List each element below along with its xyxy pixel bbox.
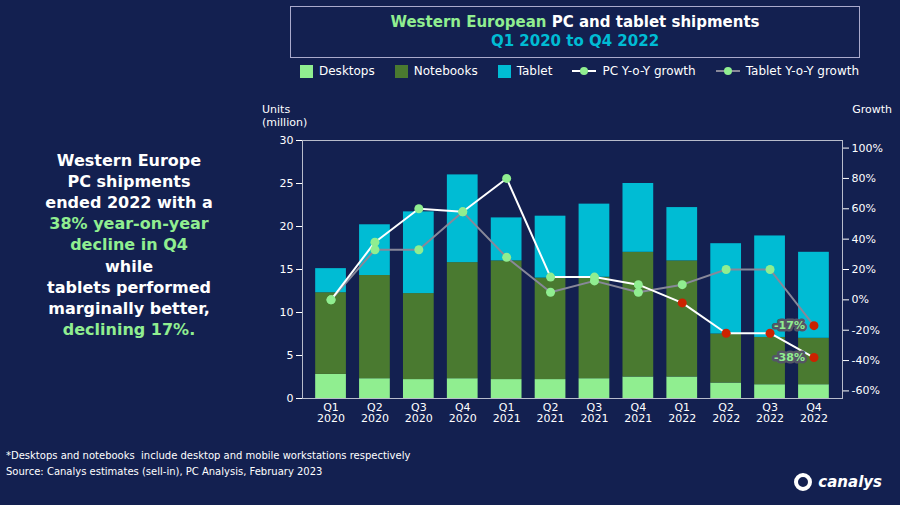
html-text:*Desktops and notebooks includ: *Desktops and notebooks include desktop … [6,450,411,461]
html-text:PC Y-o-Y growth: PC Y-o-Y growth [602,64,696,78]
svg-text:Q32021: Q32021 [580,401,608,425]
svg-text:10: 10 [280,306,294,319]
svg-text:100%: 100% [852,142,883,155]
svg-text:-60%: -60% [852,384,880,397]
svg-text:Q42022: Q42022 [800,401,828,425]
svg-text:60%: 60% [852,202,876,215]
svg-text:Q22021: Q22021 [537,401,565,425]
svg-text:5: 5 [287,349,294,362]
svg-text:-40%: -40% [852,354,880,367]
svg-text:Q12021: Q12021 [493,401,521,425]
html-text:Units (million): Units (million) [262,103,308,129]
svg-text:0%: 0% [852,293,869,306]
svg-text:Q12022: Q12022 [668,401,696,425]
svg-text:Q42021: Q42021 [624,401,652,425]
html-text:Tablet Y-o-Y growth: Tablet Y-o-Y growth [745,64,860,78]
html-text:while tablets performed margin: while tablets performed marginally bette… [47,256,211,318]
svg-text:Q32022: Q32022 [756,401,784,425]
html-text:Growth: Growth [852,103,892,116]
svg-text:20%: 20% [852,263,876,276]
html-text:Q1 2020 to Q4 2022: Q1 2020 to Q4 2022 [490,32,660,50]
svg-text:0: 0 [287,392,294,405]
svg-text:Q32020: Q32020 [405,401,433,425]
svg-text:Q12020: Q12020 [317,401,345,425]
svg-text:30: 30 [280,134,294,147]
html-text:canalys: canalys [818,473,882,491]
svg-text:-17%: -17% [774,319,805,332]
html-text:Tablet: Tablet [516,64,553,78]
html-text:Notebooks: Notebooks [413,64,478,78]
svg-text:20: 20 [280,220,294,233]
svg-text:Q42020: Q42020 [449,401,477,425]
svg-text:15: 15 [280,263,294,276]
svg-text:25: 25 [280,177,294,190]
html-text:Western European PC and tablet: Western European PC and tablet shipments [390,12,760,31]
html-text:Desktops: Desktops [319,64,375,78]
html-text:Western Europe PC shipments en: Western Europe PC shipments ended 2022 w… [45,151,213,213]
html-text:declining 17%.: declining 17%. [62,319,196,339]
html-text:Source: Canalys estimates (sel: Source: Canalys estimates (sell-in), PC … [6,466,323,477]
svg-text:-20%: -20% [852,324,880,337]
svg-text:Q22022: Q22022 [712,401,740,425]
svg-text:80%: 80% [852,172,876,185]
html-text:38% year-on-year decline in Q4: 38% year-on-year decline in Q4 [49,214,209,255]
svg-text:-38%: -38% [774,351,805,364]
svg-text:40%: 40% [852,233,876,246]
svg-text:Q22020: Q22020 [361,401,389,425]
